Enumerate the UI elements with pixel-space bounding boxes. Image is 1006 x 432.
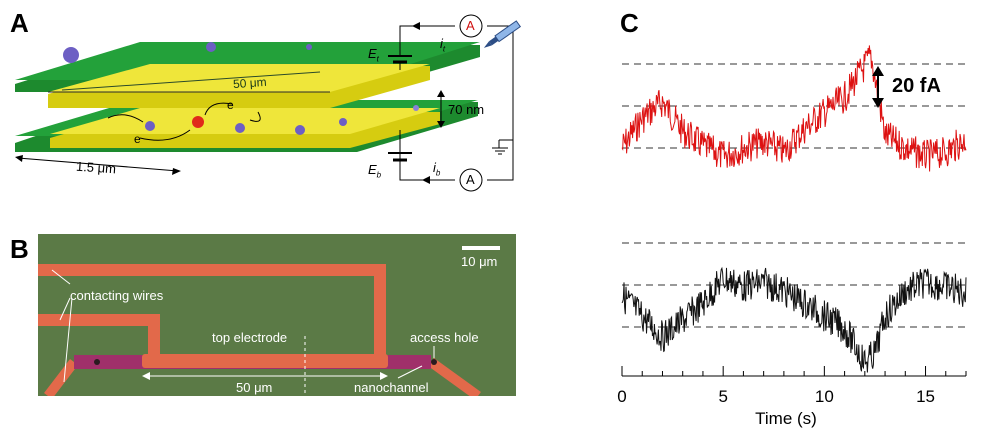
label-electron-1: e: [227, 98, 234, 112]
label-1-5um: 1.5 μm: [75, 158, 117, 177]
label-scale-10um: 10 μm: [461, 254, 498, 269]
current-trace-2: [621, 266, 967, 373]
particle: [63, 47, 79, 63]
current-trace-1: [621, 45, 967, 172]
label-50um: 50 μm: [232, 74, 268, 92]
label-contacting-wires: contacting wires: [70, 288, 164, 303]
particle: [206, 42, 216, 52]
particle: [235, 123, 245, 133]
label-70nm: 70 nm: [448, 102, 485, 117]
particle: [145, 121, 155, 131]
x-tick-label: 5: [718, 387, 727, 406]
label-electron-2: e: [134, 132, 141, 146]
pointer-wires-3: [63, 297, 73, 383]
wire-bottom-left: [44, 358, 78, 396]
label-length-50um: 50 μm: [236, 380, 273, 395]
gap-arrow-head-top: [437, 90, 445, 97]
x-tick-label: 15: [916, 387, 935, 406]
scale-bar: [462, 246, 500, 250]
wire-top: [38, 264, 386, 362]
electron-path-bottom: [139, 129, 191, 141]
panel-a-letter: A: [10, 8, 29, 38]
label-access-hole: access hole: [410, 330, 479, 345]
label-it: it: [440, 36, 446, 54]
particle: [413, 105, 419, 111]
circuit-wire-top-right: [487, 25, 514, 181]
pointer-nanochannel: [397, 365, 423, 379]
wire-bottom-right: [428, 357, 481, 396]
ammeter-bottom-label: A: [466, 172, 475, 187]
ammeter-top: [459, 14, 483, 38]
current-arrow-top-head: [412, 22, 420, 30]
circuit-wire-bottom: [399, 130, 455, 181]
x-axis-label: Time (s): [755, 409, 817, 428]
access-hole-right: [431, 359, 437, 365]
label-top-electrode: top electrode: [212, 330, 288, 345]
label-ib: ib: [433, 160, 441, 178]
particle: [339, 118, 347, 126]
particle-trajectory: [107, 114, 144, 123]
particle-trajectory-right: [249, 111, 261, 122]
current-arrow-bottom-head: [422, 176, 430, 184]
pipette-icon: [483, 20, 522, 48]
pointer-wires-2: [59, 297, 71, 321]
label-nanochannel: nanochannel: [354, 380, 429, 395]
length-arrow-right-head: [380, 372, 388, 380]
scale-label: 20 fA: [892, 75, 941, 97]
dim-50um-line: [61, 71, 321, 91]
wire-left: [38, 314, 160, 362]
ammeter-top-label: A: [466, 18, 475, 33]
particle-red: [192, 116, 204, 128]
dashed-reference-lines: [622, 63, 966, 328]
top-electrode: [142, 354, 388, 368]
ammeter-bottom: [459, 168, 483, 192]
panel-b-letter: B: [10, 234, 29, 264]
panel-a-diagram: [15, 14, 522, 192]
panel-c-letter: C: [620, 8, 639, 38]
x-axis: 0 5 10 15: [617, 366, 967, 406]
current-traces: [621, 45, 967, 373]
panel-b-micrograph: [38, 234, 516, 396]
length-arrow-left-head: [142, 372, 150, 380]
label-eb: Eb: [368, 162, 382, 180]
pointer-wires-1: [51, 269, 71, 285]
scale-arrow-head-top: [872, 66, 884, 76]
dim-1-5um-head-right: [172, 168, 181, 175]
particle: [295, 125, 305, 135]
panel-c-chart: 0 5 10 15 20 fA Time (s): [617, 45, 967, 428]
gap-arrow-head-bottom: [437, 121, 445, 128]
scale-arrow-head-bottom: [872, 98, 884, 108]
label-et: Et: [368, 46, 379, 64]
access-hole-left: [94, 359, 100, 365]
x-tick-label: 0: [617, 387, 626, 406]
particle: [306, 44, 312, 50]
electron-path-top: [204, 102, 233, 116]
dim-1-5um-line: [17, 157, 179, 172]
x-tick-label: 10: [815, 387, 834, 406]
dim-1-5um-head-left: [15, 155, 23, 162]
